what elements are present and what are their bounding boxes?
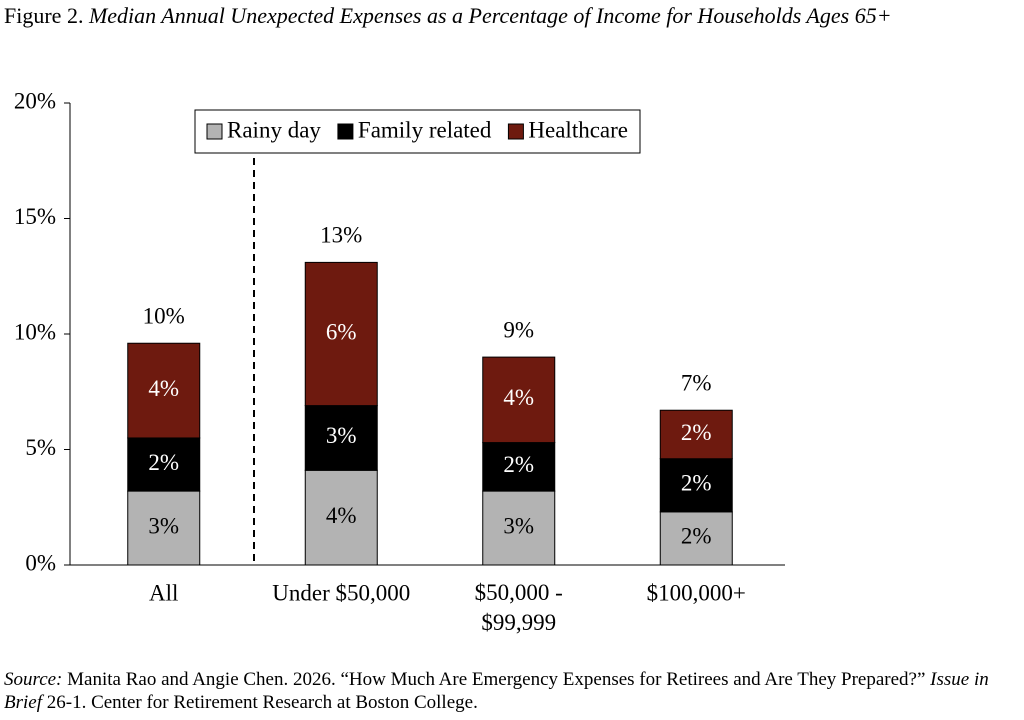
value-label: 2% — [148, 450, 179, 475]
value-label: 3% — [326, 423, 357, 448]
legend-swatch — [206, 123, 223, 140]
bar-segment — [482, 442, 556, 492]
y-tick-label: 0% — [25, 550, 56, 575]
legend-label: Healthcare — [528, 117, 628, 142]
title-prefix: Figure 2. — [4, 3, 84, 28]
total-label: 10% — [143, 304, 185, 329]
y-tick-label: 20% — [14, 88, 56, 113]
bar-segment — [659, 409, 733, 460]
y-tick-label: 15% — [14, 204, 56, 229]
x-tick-label: $100,000+ — [647, 580, 746, 605]
legend-box — [194, 109, 641, 154]
legend-swatch — [337, 123, 354, 140]
x-tick-label-line: $50,000 - — [475, 580, 563, 605]
y-tick-label: 10% — [14, 319, 56, 344]
bar-segment — [127, 490, 201, 566]
total-label: 7% — [681, 371, 712, 396]
chart: 0% 5% 10% 15% 20% All 3% 2% 4% 10% Under $50,000 4%… — [14, 88, 785, 635]
value-label: 6% — [326, 319, 357, 344]
bar-segment — [304, 405, 378, 471]
bar-segment — [482, 356, 556, 444]
value-label: 2% — [681, 524, 712, 549]
value-label: 4% — [148, 376, 179, 401]
x-tick-label: $50,000 - $99,999 — [475, 580, 563, 635]
bar-segment — [659, 458, 733, 513]
x-tick-label: Under $50,000 — [272, 580, 410, 605]
bar-segment — [127, 342, 201, 439]
source-text: Manita Rao and Angie Chen. 2026. “How Mu… — [62, 669, 931, 690]
value-label: 4% — [326, 503, 357, 528]
value-label: 3% — [148, 513, 179, 538]
legend-swatch — [507, 123, 524, 140]
total-label: 13% — [320, 223, 362, 248]
source-text: Issue in Brief — [4, 669, 989, 713]
value-label: 2% — [503, 452, 534, 477]
x-tick-label-line: $99,999 — [481, 610, 556, 635]
legend-label: Family related — [358, 117, 492, 142]
source-text: Source: — [4, 669, 63, 690]
value-label: 4% — [503, 385, 534, 410]
chart-title: Median Annual Unexpected Expenses as a P… — [88, 3, 892, 28]
value-label: 3% — [503, 513, 534, 538]
y-tick-label: 5% — [25, 435, 56, 460]
bar-segment — [304, 261, 378, 407]
title-block: Figure 2. Median Annual Unexpected Expen… — [4, 2, 1014, 30]
x-tick-label: All — [149, 580, 178, 605]
bar-segment — [127, 437, 201, 492]
bar-segment — [304, 469, 378, 566]
legend: Rainy day Family related Healthcare — [194, 109, 641, 154]
value-label: 2% — [681, 471, 712, 496]
source-text: 26-1. Center for Retirement Research at … — [42, 692, 478, 713]
bar-segment — [482, 490, 556, 566]
legend-label: Rainy day — [227, 117, 321, 142]
total-label: 9% — [503, 317, 534, 342]
value-label: 2% — [681, 420, 712, 445]
source: Source: Manita Rao and Angie Chen. 2026.… — [4, 668, 1014, 714]
